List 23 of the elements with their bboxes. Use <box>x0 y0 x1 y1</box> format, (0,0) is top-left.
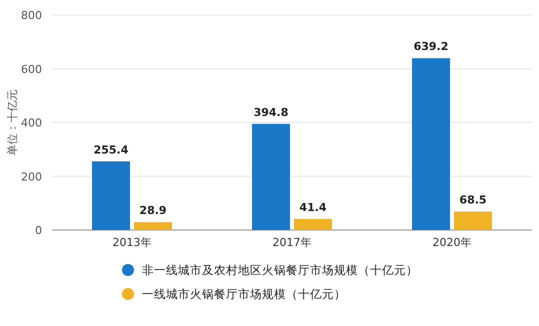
bar <box>454 212 492 230</box>
data-label: 68.5 <box>459 194 487 207</box>
data-label: 639.2 <box>414 40 448 54</box>
y-tick-label: 400 <box>21 116 42 130</box>
bar <box>92 161 130 230</box>
bar <box>134 222 172 230</box>
data-label: 255.4 <box>94 143 129 156</box>
bar <box>252 124 290 230</box>
y-tick-label: 800 <box>21 9 42 22</box>
data-label: 394.8 <box>254 106 288 119</box>
data-label: 41.4 <box>299 200 327 214</box>
y-tick-label: 600 <box>21 62 42 76</box>
x-tick-label: 2013年 <box>112 236 152 249</box>
y-tick-label: 200 <box>21 170 42 184</box>
y-axis-title: 单位：十亿元 <box>6 90 19 156</box>
y-tick-label: 0 <box>35 224 42 237</box>
legend-label: 一线城市火锅餐厅市场规模（十亿元） <box>142 287 346 301</box>
x-tick-label: 2017年 <box>272 236 312 249</box>
legend-label: 非一线城市及农村地区火锅餐厅市场规模（十亿元） <box>142 263 418 277</box>
data-label: 28.9 <box>139 204 167 218</box>
bar <box>294 218 332 230</box>
x-tick-label: 2020年 <box>432 236 472 249</box>
bar <box>412 58 450 230</box>
